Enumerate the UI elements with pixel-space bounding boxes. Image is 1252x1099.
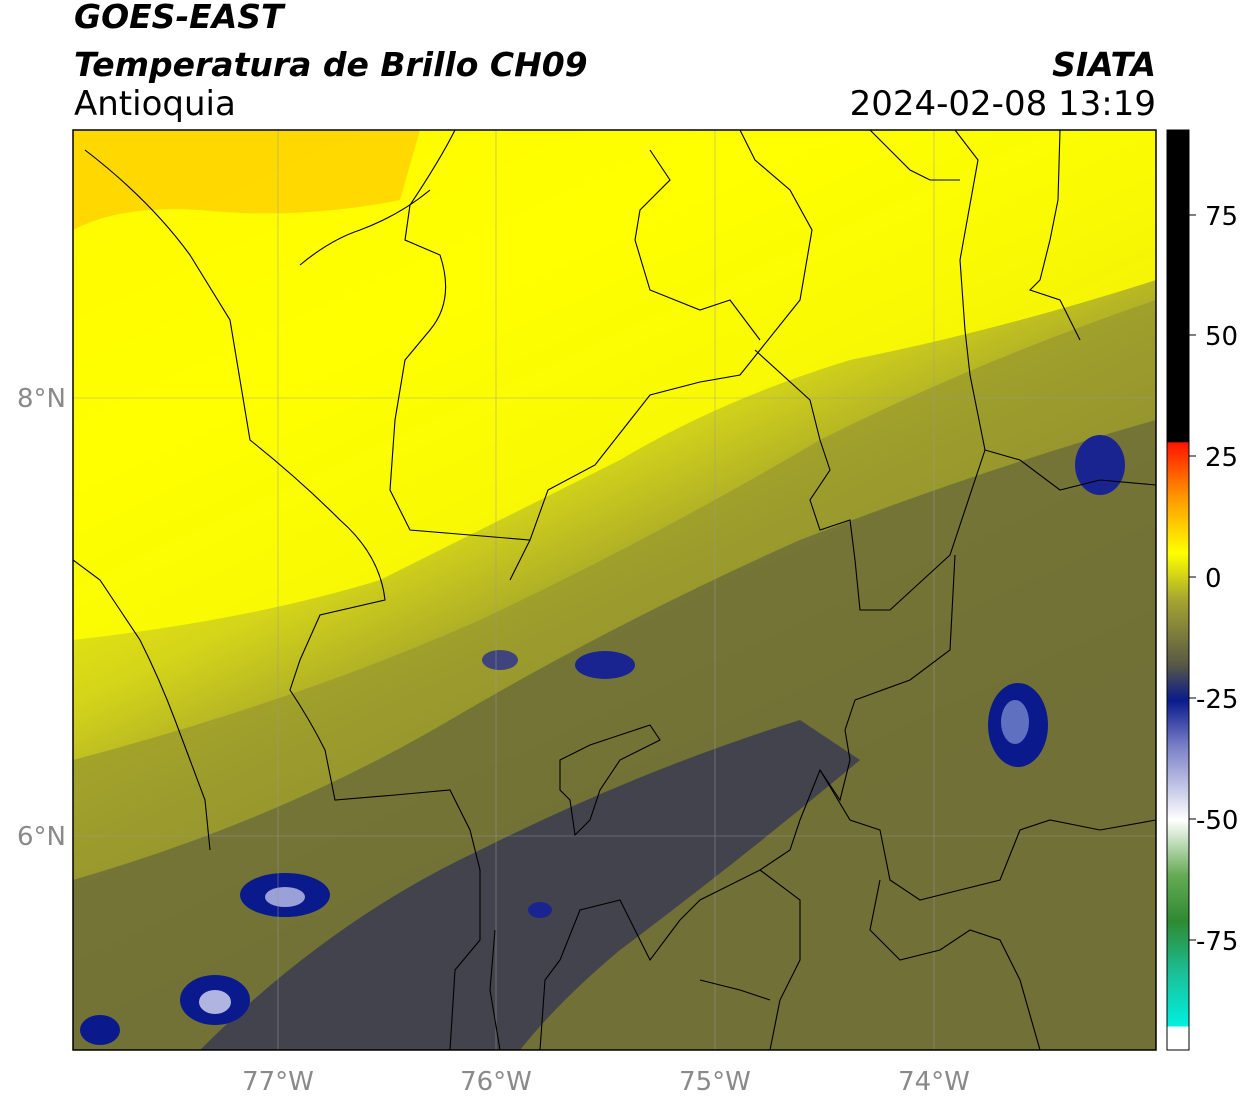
lat-label-8n: 8°N xyxy=(17,384,66,414)
colorbar-label-0: 0 xyxy=(1205,564,1222,594)
colorbar xyxy=(1166,129,1190,1051)
lon-label-74w: 74°W xyxy=(898,1067,970,1097)
colorbar-label-neg25: -25 xyxy=(1196,685,1238,715)
satellite-title: GOES-EAST xyxy=(74,0,284,36)
political-boundaries xyxy=(73,130,1156,1050)
product-title: Temperatura de Brillo CH09 xyxy=(74,45,588,84)
lon-label-76w: 76°W xyxy=(460,1067,532,1097)
lon-label-77w: 77°W xyxy=(242,1067,314,1097)
lon-label-75w: 75°W xyxy=(679,1067,751,1097)
colorbar-label-50: 50 xyxy=(1205,322,1238,352)
lat-label-6n: 6°N xyxy=(17,822,66,852)
colorbar-ticks xyxy=(1189,214,1196,941)
map-frame xyxy=(72,129,1157,1051)
region-label: Antioquia xyxy=(74,84,236,124)
colorbar-label-25: 25 xyxy=(1205,443,1238,473)
brightness-temperature-field xyxy=(73,130,1156,1050)
colorbar-label-neg75: -75 xyxy=(1196,927,1238,957)
datetime-label: 2024-02-08 13:19 xyxy=(849,84,1156,124)
colorbar-label-neg50: -50 xyxy=(1196,806,1238,836)
colorbar-label-75: 75 xyxy=(1205,202,1238,232)
agency-label: SIATA xyxy=(1052,45,1156,84)
